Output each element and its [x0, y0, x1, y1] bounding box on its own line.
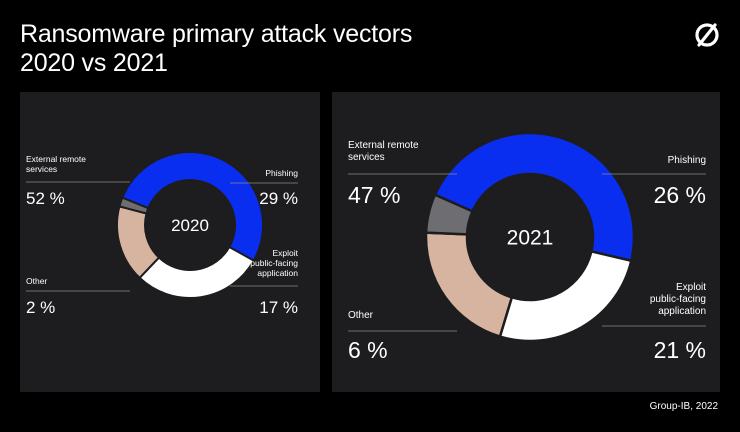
- slice-value-phishing: 26 %: [654, 182, 706, 208]
- slice-value-exploit-public-facing-application: 17 %: [259, 298, 298, 317]
- title-line-1: Ransomware primary attack vectors: [20, 20, 413, 48]
- slice-label-other: Other: [348, 310, 374, 321]
- slice-label-exploit-public-facing-application: Exploit: [272, 248, 298, 258]
- slice-label-external-remote-services: services: [26, 164, 57, 174]
- slice-label-external-remote-services: External remote: [26, 154, 86, 164]
- chart-panel-2020: 2020 External remote services 52 % Phishing 2…: [20, 92, 320, 392]
- slice-other: [424, 193, 475, 236]
- center-label: 2021: [507, 227, 554, 250]
- slice-other: [118, 196, 150, 215]
- slice-label-other: Other: [26, 276, 47, 286]
- slice-exploit-public-facing-application: [424, 231, 514, 339]
- slice-label-exploit-public-facing-application: public-facing: [650, 294, 706, 305]
- slice-value-phishing: 29 %: [259, 189, 298, 208]
- slice-value-exploit-public-facing-application: 21 %: [654, 337, 706, 363]
- slice-value-external-remote-services: 47 %: [348, 182, 400, 208]
- slice-label-external-remote-services: services: [348, 152, 385, 163]
- slice-external-remote-services: [121, 151, 264, 262]
- source-credit: Group-IB, 2022: [649, 401, 718, 412]
- slice-label-exploit-public-facing-application: application: [257, 268, 298, 278]
- slice-label-exploit-public-facing-application: public-facing: [250, 258, 298, 268]
- slice-label-exploit-public-facing-application: Exploit: [676, 282, 706, 293]
- slice-label-exploit-public-facing-application: application: [658, 306, 706, 317]
- center-label: 2020: [171, 216, 209, 235]
- group-ib-logo-icon: [695, 23, 719, 47]
- slice-label-phishing: Phishing: [668, 155, 706, 166]
- chart-panel-2021: 2021 External remote services 47 % Phishing 2…: [332, 92, 720, 392]
- slice-external-remote-services: [433, 131, 636, 263]
- slice-label-phishing: Phishing: [265, 168, 298, 178]
- slice-phishing: [498, 249, 633, 343]
- slice-value-external-remote-services: 52 %: [26, 189, 65, 208]
- page-title: Ransomware primary attack vectors 2020 v…: [20, 20, 412, 78]
- slice-value-other: 2 %: [26, 298, 55, 317]
- slice-value-other: 6 %: [348, 337, 388, 363]
- title-line-2: 2020 vs 2021: [20, 49, 168, 77]
- slice-label-external-remote-services: External remote: [348, 140, 419, 151]
